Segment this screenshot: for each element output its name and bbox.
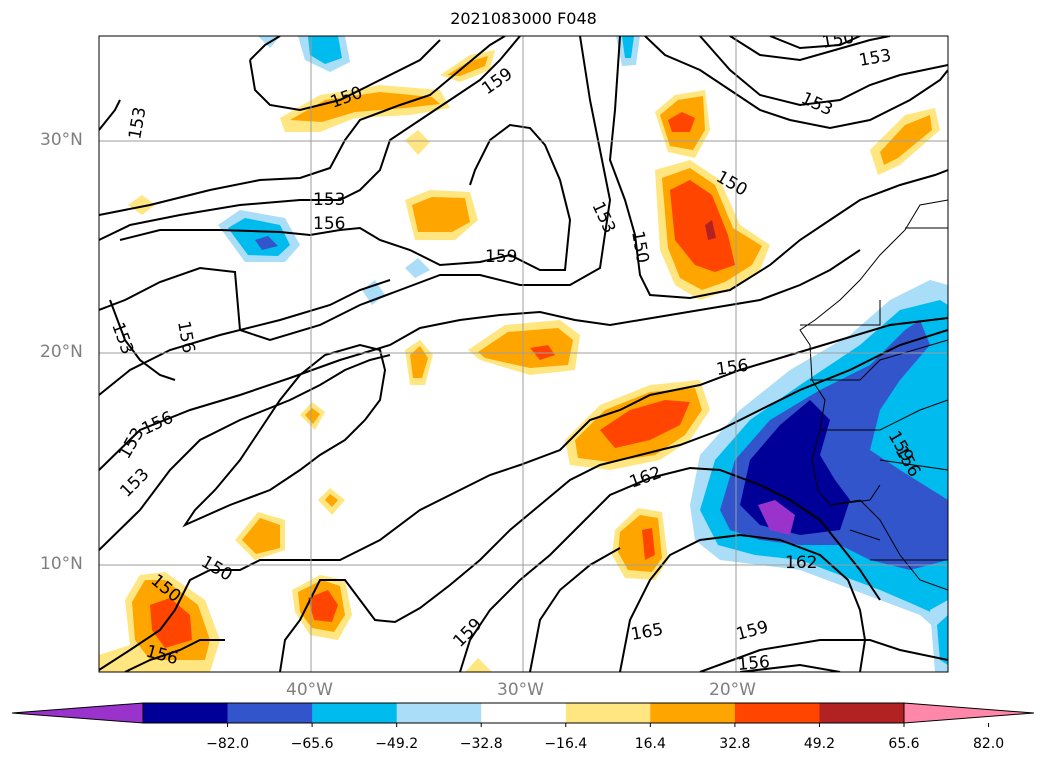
colorbar-tick-label: −16.4 (544, 736, 588, 752)
colorbar-segment (650, 703, 736, 723)
lat-label: 10°N (40, 554, 83, 574)
lat-label: 20°N (40, 342, 83, 362)
negative-anomaly-region (405, 258, 430, 278)
contour-label: 159 (449, 614, 486, 651)
positive-anomaly-region (668, 112, 695, 132)
negative-anomaly-region (740, 400, 850, 535)
lon-label: 40°W (286, 680, 333, 700)
lon-label: 20°W (709, 680, 756, 700)
contour-label: 156 (173, 319, 198, 354)
positive-anomaly-region (642, 528, 655, 560)
colorbar-segment (143, 703, 229, 723)
positive-anomaly-region (478, 328, 573, 368)
contour-label: 153 (116, 464, 153, 501)
plot-frame (98, 35, 949, 673)
negative-anomaly-region (308, 36, 342, 64)
contour-label: 153 (587, 199, 619, 237)
coastlines (799, 199, 948, 591)
contour-label: 150 (627, 229, 652, 264)
shading-layer (99, 36, 948, 672)
colorbar-tick-label: 16.4 (634, 736, 666, 752)
colorbar-tick-label: −49.2 (375, 736, 419, 752)
negative-anomaly-region (937, 615, 948, 665)
positive-anomaly-region (305, 408, 320, 424)
colorbar-tick-label: −82.0 (206, 736, 249, 752)
positive-anomaly-region (465, 658, 492, 672)
lat-label: 30°N (40, 130, 83, 150)
positive-anomaly-region (150, 598, 192, 648)
colorbar-segment (481, 703, 567, 723)
positive-anomaly-region (670, 180, 735, 272)
positive-anomaly-region (242, 518, 280, 554)
figure-title: 2021083000 F048 (450, 9, 597, 28)
negative-anomaly-region (622, 36, 634, 58)
positive-anomaly-region (705, 220, 716, 240)
colorbar-tick-label: 49.2 (803, 736, 836, 752)
colorbar-tick-label: 32.8 (719, 736, 751, 752)
colorbar (11, 702, 1035, 727)
positive-anomaly-region (128, 195, 155, 215)
colorbar-segment (396, 703, 482, 723)
contour-label: 153 (313, 190, 345, 210)
colorbar-extend-min (11, 702, 144, 724)
contour-label: 156 (737, 652, 771, 675)
contour-label: 159 (734, 617, 771, 645)
colorbar-extend-max (903, 702, 1035, 724)
positive-anomaly-region (290, 92, 440, 122)
contour-label: 150 (820, 28, 855, 53)
negative-anomaly-region (758, 500, 795, 535)
colorbar-segment (734, 703, 820, 723)
positive-anomaly-region (600, 400, 690, 448)
colorbar-tick-label: −32.8 (459, 736, 503, 752)
colorbar-segment (312, 703, 398, 723)
gridlines (99, 36, 948, 672)
contour-label: 153 (125, 105, 150, 140)
contour-label: 162 (785, 553, 817, 573)
positive-anomaly-region (412, 197, 470, 232)
negative-anomaly-region (255, 236, 278, 250)
positive-anomaly-region (308, 590, 338, 622)
colorbar-tick-label: 82.0 (972, 736, 1005, 752)
contour-label: 153 (107, 320, 137, 357)
contour-label: 159 (485, 247, 517, 267)
colorbar-segment (819, 703, 905, 723)
contour-label: 150 (198, 552, 236, 586)
colorbar-frame (142, 702, 905, 724)
contour-label: 162 (627, 463, 664, 493)
contour-label: 156 (715, 356, 750, 380)
colorbar-tick-label: 65.6 (888, 736, 920, 752)
colorbar-segment (227, 703, 313, 723)
colorbar-segment (565, 703, 651, 723)
positive-anomaly-region (410, 346, 428, 378)
positive-anomaly-region (325, 494, 338, 507)
contour-label: 153 (857, 46, 892, 71)
contour-label: 156 (313, 214, 345, 234)
positive-anomaly-region (405, 130, 430, 155)
contour-label: 165 (629, 620, 664, 645)
colorbar-tick-label: −65.6 (290, 736, 334, 752)
positive-anomaly-region (880, 115, 932, 165)
lon-label: 30°W (497, 680, 544, 700)
contour-label: 153 (798, 88, 836, 120)
height-contours (99, 36, 948, 672)
